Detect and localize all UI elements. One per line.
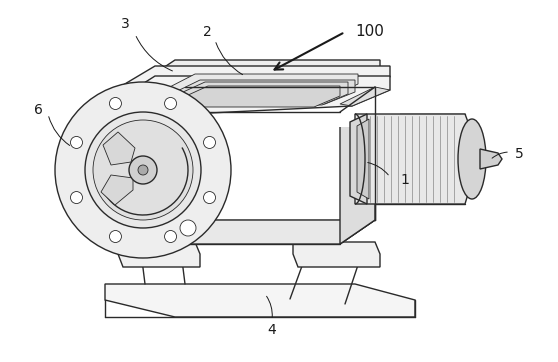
Polygon shape xyxy=(160,74,358,97)
Polygon shape xyxy=(480,149,502,169)
Circle shape xyxy=(165,97,176,109)
Polygon shape xyxy=(143,87,375,112)
Polygon shape xyxy=(108,66,390,104)
Polygon shape xyxy=(118,242,200,267)
Polygon shape xyxy=(143,220,375,244)
Polygon shape xyxy=(355,114,480,204)
Circle shape xyxy=(138,165,148,175)
Text: 3: 3 xyxy=(121,17,129,31)
Polygon shape xyxy=(340,87,390,106)
Circle shape xyxy=(165,231,176,243)
Ellipse shape xyxy=(458,119,486,199)
Polygon shape xyxy=(105,284,415,317)
Circle shape xyxy=(129,156,157,184)
Polygon shape xyxy=(340,87,375,244)
Polygon shape xyxy=(163,80,355,104)
Polygon shape xyxy=(100,47,400,127)
Polygon shape xyxy=(101,175,133,205)
Polygon shape xyxy=(103,132,135,165)
Polygon shape xyxy=(108,72,385,112)
Polygon shape xyxy=(350,114,367,204)
Circle shape xyxy=(180,220,196,236)
Polygon shape xyxy=(293,242,380,267)
Text: 100: 100 xyxy=(355,25,384,39)
Text: 1: 1 xyxy=(400,173,409,187)
Circle shape xyxy=(204,136,215,148)
Polygon shape xyxy=(175,86,340,107)
Text: 4: 4 xyxy=(268,323,276,337)
Text: 2: 2 xyxy=(203,25,211,39)
Circle shape xyxy=(70,191,83,203)
Circle shape xyxy=(93,128,177,212)
Circle shape xyxy=(93,120,193,220)
Polygon shape xyxy=(357,119,369,199)
Circle shape xyxy=(109,231,122,243)
Polygon shape xyxy=(170,82,348,105)
Polygon shape xyxy=(108,76,390,118)
Circle shape xyxy=(70,136,83,148)
Circle shape xyxy=(55,82,231,258)
Circle shape xyxy=(109,97,122,109)
Polygon shape xyxy=(143,87,185,244)
Polygon shape xyxy=(130,60,380,97)
Text: 6: 6 xyxy=(33,103,42,117)
Text: 5: 5 xyxy=(515,147,524,161)
Circle shape xyxy=(85,112,201,228)
Circle shape xyxy=(204,191,215,203)
